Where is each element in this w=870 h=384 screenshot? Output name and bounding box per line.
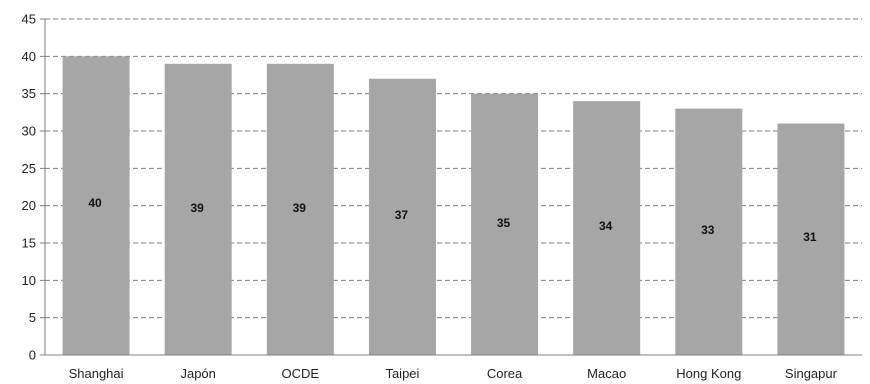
bar-singapur	[777, 123, 845, 356]
data-label: 39	[191, 201, 205, 215]
bars	[62, 56, 845, 356]
x-tick-label: Singapur	[785, 366, 838, 381]
data-label: 34	[599, 219, 613, 233]
data-label: 33	[701, 223, 715, 237]
y-tick-label-15: 15	[22, 236, 36, 251]
x-tick-label: Macao	[587, 366, 626, 381]
bar-ocde	[266, 63, 334, 356]
bar-taipei	[368, 78, 436, 355]
x-tick-label: OCDE	[282, 366, 320, 381]
bar-japón	[164, 63, 232, 356]
y-tick-label-40: 40	[22, 49, 36, 64]
y-axis: 0 5 10 15 20 25 30 35 40 45	[22, 12, 46, 363]
bar-corea	[471, 93, 539, 356]
data-label: 35	[497, 216, 511, 230]
x-tick-label: Hong Kong	[676, 366, 741, 381]
y-tick-label-45: 45	[22, 12, 36, 27]
bar-hong-kong	[675, 108, 743, 355]
y-tick-label-10: 10	[22, 273, 36, 288]
x-tick-label: Corea	[487, 366, 523, 381]
data-labels: 40 39 39 37 35 34 33 31	[88, 196, 817, 244]
x-tick-label: Taipei	[385, 366, 419, 381]
y-tick-label-20: 20	[22, 198, 36, 213]
x-tick-label: Japón	[180, 366, 215, 381]
y-tick-label-25: 25	[22, 161, 36, 176]
y-tick-label-5: 5	[29, 310, 36, 325]
data-label: 40	[88, 196, 102, 210]
data-label: 31	[803, 230, 817, 244]
data-label: 39	[293, 201, 307, 215]
bar-macao	[573, 101, 641, 355]
x-tick-label: Shanghai	[69, 366, 124, 381]
bar-shanghai	[62, 56, 130, 355]
y-tick-label-35: 35	[22, 86, 36, 101]
data-label: 37	[395, 208, 409, 222]
x-axis: Shanghai Japón OCDE Taipei Corea Macao Hong Ko…	[45, 354, 862, 381]
y-tick-label-0: 0	[29, 348, 36, 363]
y-tick-label-30: 30	[22, 124, 36, 139]
